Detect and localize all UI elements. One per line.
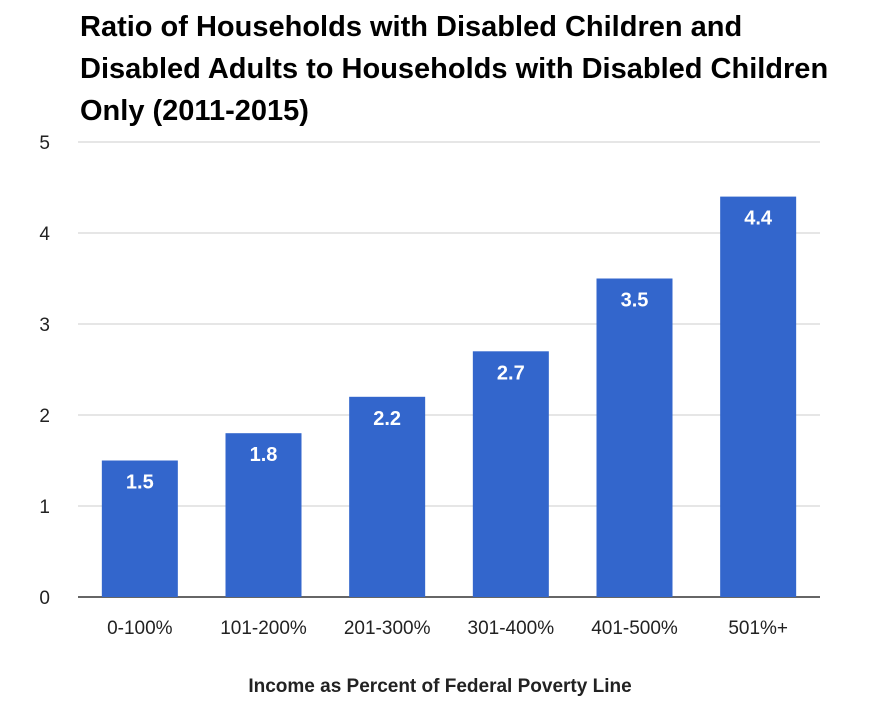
bar — [349, 396, 426, 597]
y-tick-label: 2 — [39, 406, 50, 427]
bar-data-label: 1.5 — [126, 472, 154, 494]
bar-data-label: 1.8 — [250, 444, 278, 466]
x-tick-label: 101-200% — [220, 618, 307, 639]
bar — [101, 460, 178, 597]
y-axis-ticks: 0 1 2 3 4 5 — [39, 133, 50, 609]
x-tick-label: 0-100% — [107, 618, 173, 639]
bar — [472, 351, 549, 597]
x-tick-label: 201-300% — [344, 618, 431, 639]
x-axis-title: Income as Percent of Federal Poverty Lin… — [248, 676, 632, 697]
bar — [720, 196, 797, 597]
bar-data-labels: 1.5 1.8 2.2 2.7 3.5 4.4 — [126, 208, 773, 494]
y-tick-label: 4 — [39, 224, 50, 245]
bar-data-label: 2.2 — [373, 408, 401, 430]
x-tick-label: 401-500% — [591, 618, 678, 639]
y-tick-label: 3 — [39, 315, 50, 336]
bar — [596, 278, 673, 597]
x-axis-ticks: 0-100% 101-200% 201-300% 301-400% 401-500% 50… — [107, 618, 788, 639]
bar-data-label: 2.7 — [497, 362, 525, 384]
y-tick-label: 0 — [39, 588, 50, 609]
x-tick-label: 501%+ — [728, 618, 788, 639]
bar-data-label: 3.5 — [621, 290, 649, 312]
x-tick-label: 301-400% — [468, 618, 555, 639]
bars — [101, 196, 797, 597]
bar — [225, 433, 302, 597]
y-tick-label: 5 — [39, 133, 50, 154]
bar-data-label: 4.4 — [744, 208, 773, 230]
chart-title: Ratio of Households with Disabled Childr… — [80, 11, 829, 127]
y-tick-label: 1 — [39, 497, 50, 518]
gridlines — [78, 141, 820, 598]
